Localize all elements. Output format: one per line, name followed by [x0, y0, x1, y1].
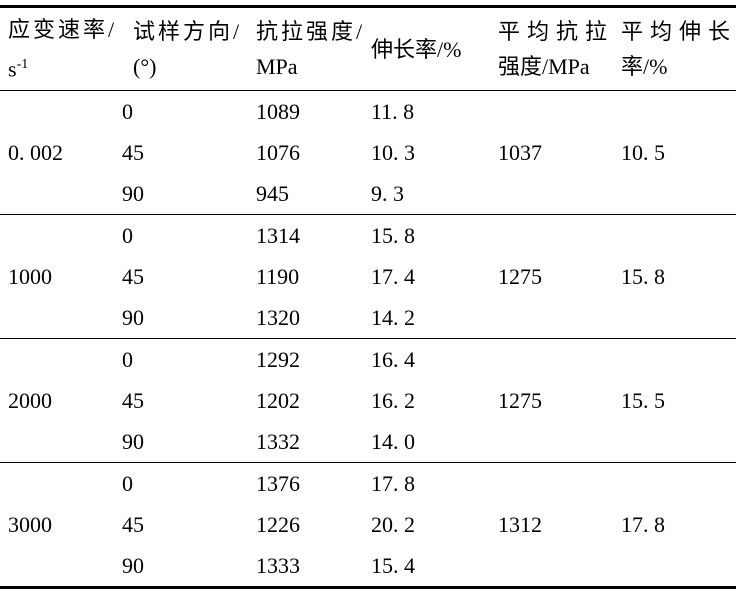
header-strain-rate-unit: s-1 [8, 47, 114, 86]
cell-elongation: 9. 3 [371, 180, 404, 206]
header-tensile-strength-unit: MPa [256, 54, 298, 79]
cell-strain-rate: 0. 002 [8, 139, 63, 165]
tensile-test-results-table: 应变速率/ s-1 试样方向/ (°) 抗拉强度/ MPa 伸长率/% 平均抗拉… [0, 5, 736, 589]
cell-direction: 0 [122, 470, 133, 496]
cell-direction: 45 [122, 263, 144, 289]
cell-elongation: 17. 4 [371, 263, 415, 289]
cell-strain-rate: 2000 [8, 387, 52, 413]
table-row: 0. 002 0 1089 11. 8 1037 10. 5 [0, 91, 736, 163]
cell-avg-strength: 1275 [498, 263, 542, 289]
table-row: 90 1320 14. 2 [0, 297, 736, 339]
cell-avg-strength: 1275 [498, 387, 542, 413]
cell-strength: 1190 [256, 263, 300, 289]
cell-elongation: 16. 4 [371, 346, 415, 372]
cell-strength: 1320 [256, 304, 300, 330]
table-row: 45 1202 16. 2 [0, 380, 736, 421]
cell-strength: 1226 [256, 511, 300, 537]
cell-avg-strength: 1037 [498, 139, 542, 165]
cell-avg-elongation: 15. 8 [621, 263, 665, 289]
header-avg-strength-line1: 平均抗拉 [498, 19, 615, 44]
cell-elongation: 14. 2 [371, 304, 415, 330]
header-avg-strength-line2: 强度/MPa [498, 54, 590, 79]
group-strain-rate-3000: 3000 0 1376 17. 8 1312 17. 8 45 1226 20.… [0, 462, 736, 588]
table-row: 90 945 9. 3 [0, 173, 736, 215]
strain-rate-unit-exponent: -1 [16, 56, 29, 72]
table-row: 3000 0 1376 17. 8 1312 17. 8 [0, 463, 736, 535]
header-direction: 试样方向/ (°) [114, 7, 248, 91]
cell-direction: 90 [122, 428, 144, 454]
header-direction-line1: 试样方向/ [133, 19, 243, 44]
strain-rate-unit-base: s [8, 56, 17, 82]
group-strain-rate-0002: 0. 002 0 1089 11. 8 1037 10. 5 45 1076 1… [0, 91, 736, 215]
cell-strain-rate: 3000 [8, 511, 52, 537]
header-elongation: 伸长率/% [367, 7, 490, 91]
cell-strength: 945 [256, 180, 289, 206]
cell-direction: 90 [122, 304, 144, 330]
cell-elongation: 11. 8 [371, 98, 415, 124]
header-elongation-label: 伸长率/% [371, 36, 462, 62]
table-row: 2000 0 1292 16. 4 1275 15. 5 [0, 339, 736, 411]
header-avg-elongation-line2: 率/% [621, 54, 668, 79]
cell-direction: 90 [122, 180, 144, 206]
header-tensile-strength-line1: 抗拉强度/ [256, 19, 366, 44]
cell-avg-elongation: 17. 8 [621, 511, 665, 537]
cell-strength: 1076 [256, 139, 300, 165]
header-row: 应变速率/ s-1 试样方向/ (°) 抗拉强度/ MPa 伸长率/% 平均抗拉… [0, 7, 736, 91]
cell-avg-elongation: 15. 5 [621, 387, 665, 413]
cell-avg-elongation: 10. 5 [621, 139, 665, 165]
group-strain-rate-1000: 1000 0 1314 15. 8 1275 15. 8 45 1190 17.… [0, 214, 736, 339]
cell-strength: 1333 [256, 552, 300, 578]
header-strain-rate-line1: 应变速率/ [8, 16, 118, 42]
table-row: 45 1076 10. 3 [0, 132, 736, 173]
table-row: 45 1190 17. 4 [0, 256, 736, 297]
table-header: 应变速率/ s-1 试样方向/ (°) 抗拉强度/ MPa 伸长率/% 平均抗拉… [0, 7, 736, 91]
cell-direction: 0 [122, 346, 133, 372]
header-strain-rate: 应变速率/ s-1 [0, 7, 114, 91]
cell-direction: 90 [122, 552, 144, 578]
cell-elongation: 15. 8 [371, 222, 415, 248]
cell-elongation: 17. 8 [371, 470, 415, 496]
cell-strength: 1332 [256, 428, 300, 454]
header-avg-elongation: 平均伸长 率/% [613, 7, 736, 91]
cell-elongation: 16. 2 [371, 387, 415, 413]
cell-strength: 1202 [256, 387, 300, 413]
header-tensile-strength: 抗拉强度/ MPa [248, 7, 367, 91]
cell-strength: 1089 [256, 98, 300, 124]
cell-direction: 0 [122, 98, 133, 124]
cell-strain-rate: 1000 [8, 263, 52, 289]
table-row: 90 1333 15. 4 [0, 545, 736, 588]
cell-strength: 1314 [256, 222, 300, 248]
cell-elongation: 15. 4 [371, 552, 415, 578]
cell-direction: 45 [122, 387, 144, 413]
cell-direction: 45 [122, 139, 144, 165]
header-direction-unit: (°) [133, 54, 157, 79]
group-strain-rate-2000: 2000 0 1292 16. 4 1275 15. 5 45 1202 16.… [0, 338, 736, 463]
cell-elongation: 14. 0 [371, 428, 415, 454]
cell-elongation: 10. 3 [371, 139, 415, 165]
header-avg-strength: 平均抗拉 强度/MPa [490, 7, 613, 91]
cell-strength: 1376 [256, 470, 300, 496]
cell-direction: 45 [122, 511, 144, 537]
table-row: 90 1332 14. 0 [0, 421, 736, 463]
cell-elongation: 20. 2 [371, 511, 415, 537]
cell-strength: 1292 [256, 346, 300, 372]
cell-avg-strength: 1312 [498, 511, 542, 537]
cell-direction: 0 [122, 222, 133, 248]
header-avg-elongation-line1: 平均伸长 [621, 19, 736, 44]
table-row: 1000 0 1314 15. 8 1275 15. 8 [0, 215, 736, 287]
table-row: 45 1226 20. 2 [0, 504, 736, 545]
